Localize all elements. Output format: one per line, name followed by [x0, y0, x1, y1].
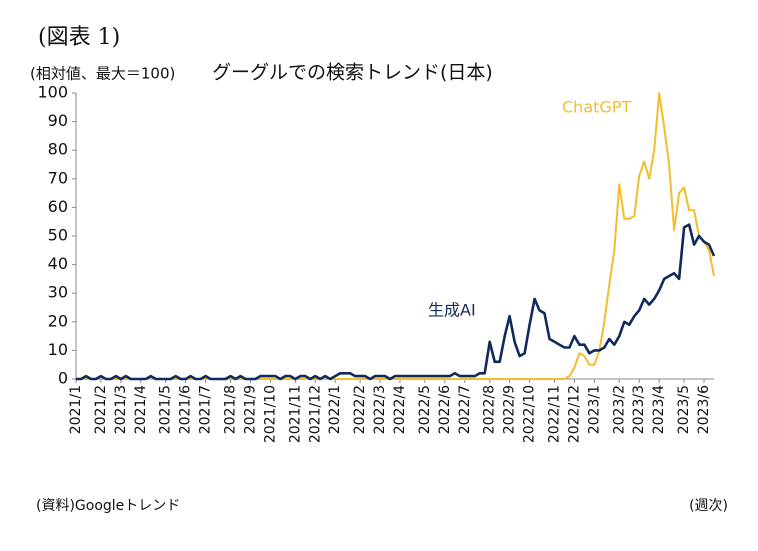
x-tick-label: 2023/6 [696, 385, 712, 434]
x-tick-label: 2021/9 [242, 385, 258, 434]
x-tick-label: 2023/4 [651, 385, 667, 434]
x-tick-label: 2021/10 [262, 385, 278, 443]
x-tick-label: 2023/2 [611, 385, 627, 434]
x-tick-label: 2022/10 [522, 385, 538, 443]
x-tick-label: 2021/11 [287, 385, 303, 443]
x-tick-label: 2023/5 [676, 385, 692, 434]
y-tick-label: 60 [48, 197, 68, 216]
x-tick-label: 2021/4 [133, 385, 149, 434]
figure-label: (図表 1) [38, 25, 120, 50]
y-tick-label: 50 [48, 226, 68, 245]
x-tick-label: 2022/9 [502, 385, 518, 434]
x-tick-label: 2022/6 [437, 385, 453, 434]
x-tick-label: 2021/5 [158, 385, 174, 434]
x-tick-label: 2022/1 [327, 385, 343, 434]
x-tick-label: 2021/12 [307, 385, 323, 443]
y-tick-label: 30 [48, 283, 68, 302]
series-line [76, 223, 716, 381]
y-tick-label: 0 [58, 369, 68, 388]
x-tick-label: 2022/12 [566, 385, 582, 443]
x-tick-label: 2023/3 [631, 385, 647, 434]
series-label: 生成AI [428, 301, 476, 320]
x-tick-label: 2023/1 [586, 385, 602, 434]
x-tick-label: 2021/6 [178, 385, 194, 434]
y-tick-label: 90 [48, 111, 68, 130]
x-tick-label: 2022/2 [352, 385, 368, 434]
y-axis-label: (相対値、最大＝100) [30, 65, 175, 83]
y-tick-label: 10 [48, 340, 68, 359]
y-tick-label: 80 [48, 140, 68, 159]
source: (資料)Googleトレンド [36, 498, 180, 514]
x-tick-label: 2021/2 [93, 385, 109, 434]
chart-title: グーグルでの検索トレンド(日本) [212, 62, 493, 84]
x-tick-label: 2021/3 [113, 385, 129, 434]
x-tick-label: 2021/7 [198, 385, 214, 434]
x-tick-label: 2022/7 [457, 385, 473, 434]
x-tick-label: 2022/4 [392, 385, 408, 434]
y-tick-label: 40 [48, 254, 68, 273]
x-tick-label: 2022/3 [372, 385, 388, 434]
x-tick-label: 2021/8 [223, 385, 239, 434]
frequency: (週次) [689, 498, 728, 514]
x-tick-label: 2022/11 [547, 385, 563, 443]
x-tick-label: 2022/5 [417, 385, 433, 434]
series-label: ChatGPT [562, 98, 631, 117]
y-tick-label: 20 [48, 311, 68, 330]
x-tick-label: 2022/8 [482, 385, 498, 434]
y-tick-label: 70 [48, 168, 68, 187]
y-tick-label: 100 [37, 83, 68, 102]
x-tick-label: 2021/1 [68, 385, 84, 434]
